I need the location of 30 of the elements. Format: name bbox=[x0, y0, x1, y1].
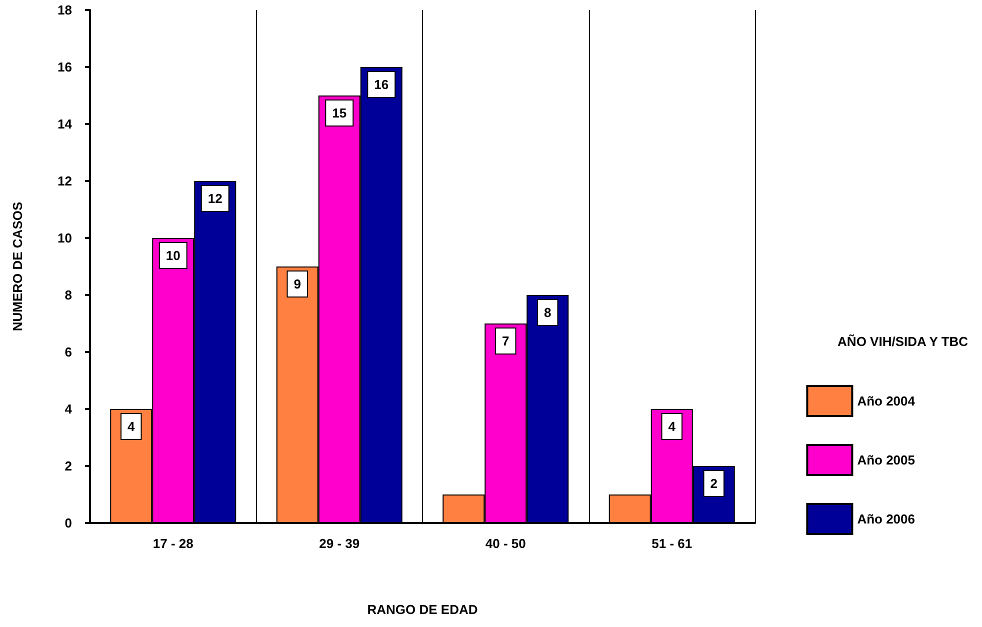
data-label: 12 bbox=[208, 191, 222, 206]
y-tick-label: 10 bbox=[58, 230, 72, 246]
y-tick-label: 12 bbox=[58, 174, 72, 188]
data-label: 10 bbox=[166, 248, 180, 263]
y-tick-label: 4 bbox=[64, 402, 73, 416]
y-axis-title: NUMERO DE CASOS bbox=[10, 202, 25, 332]
x-tick-label: 29 - 39 bbox=[319, 536, 360, 551]
x-tick-label: 40 - 50 bbox=[485, 536, 526, 551]
y-tick-label: 6 bbox=[64, 344, 72, 360]
data-label: 7 bbox=[502, 334, 510, 348]
x-tick-label: 17 - 28 bbox=[152, 536, 194, 551]
y-tick-label: 0 bbox=[64, 516, 72, 530]
data-label: 16 bbox=[374, 77, 389, 92]
y-tick-label: 14 bbox=[58, 116, 73, 132]
y-tick-label: 16 bbox=[58, 60, 72, 74]
data-label: 4 bbox=[668, 419, 676, 434]
data-label: 2 bbox=[710, 476, 718, 491]
y-tick-label: 18 bbox=[58, 2, 72, 18]
data-label: 8 bbox=[544, 305, 552, 320]
legend-label: Año 2006 bbox=[857, 512, 916, 526]
y-tick-label: 8 bbox=[64, 288, 72, 302]
x-tick-label: 51 - 61 bbox=[652, 536, 692, 551]
legend-label: Año 2004 bbox=[857, 394, 916, 408]
legend-title: AÑO VIH/SIDA Y TBC bbox=[838, 334, 969, 349]
data-label: 4 bbox=[128, 419, 136, 434]
data-label: 15 bbox=[332, 106, 347, 120]
x-axis-title: RANGO DE EDAD bbox=[367, 602, 478, 617]
legend-label: Año 2005 bbox=[857, 452, 916, 468]
data-label: 9 bbox=[294, 276, 301, 292]
y-tick-label: 2 bbox=[64, 458, 72, 474]
